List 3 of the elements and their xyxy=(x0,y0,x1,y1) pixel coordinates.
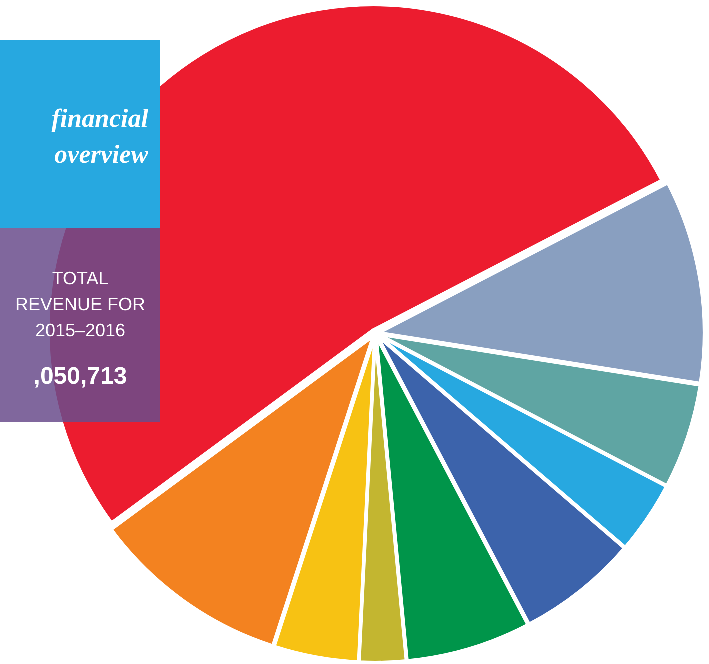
text: TOTAL REVENUE FOR 2015–2016 xyxy=(15,268,146,340)
text: financial overview xyxy=(52,104,150,169)
text: ,050,713 xyxy=(34,363,128,390)
